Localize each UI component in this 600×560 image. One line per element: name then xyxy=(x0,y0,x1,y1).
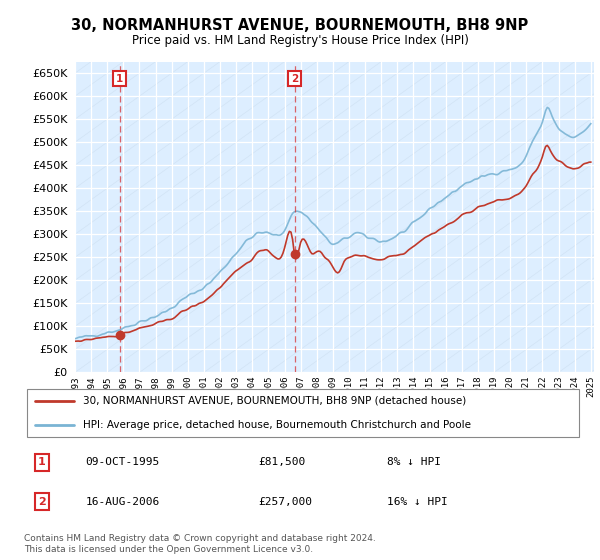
Text: 16% ↓ HPI: 16% ↓ HPI xyxy=(387,497,448,507)
Text: 8% ↓ HPI: 8% ↓ HPI xyxy=(387,458,440,468)
Text: 1: 1 xyxy=(38,458,46,468)
Text: 30, NORMANHURST AVENUE, BOURNEMOUTH, BH8 9NP (detached house): 30, NORMANHURST AVENUE, BOURNEMOUTH, BH8… xyxy=(83,396,466,406)
Text: Price paid vs. HM Land Registry's House Price Index (HPI): Price paid vs. HM Land Registry's House … xyxy=(131,34,469,47)
Text: 2: 2 xyxy=(291,73,298,83)
Text: 09-OCT-1995: 09-OCT-1995 xyxy=(85,458,160,468)
Text: £81,500: £81,500 xyxy=(259,458,305,468)
Text: 30, NORMANHURST AVENUE, BOURNEMOUTH, BH8 9NP: 30, NORMANHURST AVENUE, BOURNEMOUTH, BH8… xyxy=(71,18,529,32)
Text: 2: 2 xyxy=(38,497,46,507)
Text: £257,000: £257,000 xyxy=(259,497,313,507)
Text: 16-AUG-2006: 16-AUG-2006 xyxy=(85,497,160,507)
FancyBboxPatch shape xyxy=(27,389,579,437)
Text: HPI: Average price, detached house, Bournemouth Christchurch and Poole: HPI: Average price, detached house, Bour… xyxy=(83,420,470,430)
Text: This data is licensed under the Open Government Licence v3.0.: This data is licensed under the Open Gov… xyxy=(24,545,313,554)
Text: Contains HM Land Registry data © Crown copyright and database right 2024.: Contains HM Land Registry data © Crown c… xyxy=(24,534,376,543)
Text: 1: 1 xyxy=(116,73,123,83)
